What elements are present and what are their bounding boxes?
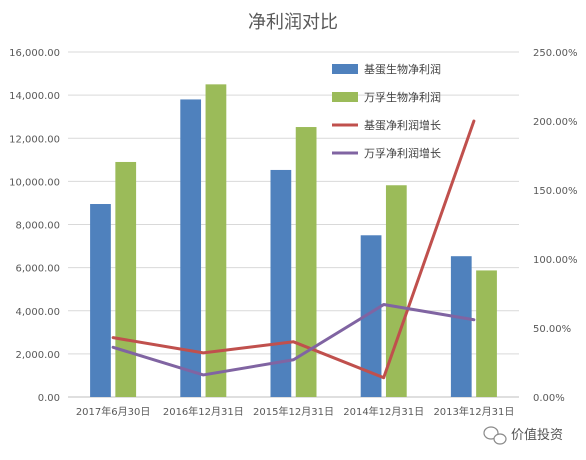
- y-tick-label: 12,000.00: [9, 134, 60, 145]
- bar: [295, 127, 317, 397]
- bar: [205, 84, 227, 397]
- bar: [450, 256, 472, 397]
- y-tick-label: 16,000.00: [9, 48, 60, 59]
- y-tick-label: 14,000.00: [9, 91, 60, 102]
- y-axis-right: 0.00% 50.00% 100.00% 150.00% 200.00% 250.00%: [533, 48, 578, 404]
- y-tick-label: 0.00: [38, 393, 60, 404]
- series-line: [111, 119, 476, 380]
- y-tick-label: 4,000.00: [15, 307, 60, 318]
- legend-label: 万孚生物净利润: [364, 90, 441, 104]
- y2-tick-label: 150.00%: [533, 186, 578, 197]
- y-tick-label: 8,000.00: [15, 221, 60, 232]
- y2-tick-label: 0.00%: [533, 393, 565, 404]
- y-tick-label: 2,000.00: [15, 350, 60, 361]
- x-tick-label: 2015年12月31日: [253, 405, 334, 418]
- y2-tick-label: 250.00%: [533, 48, 578, 59]
- y2-tick-label: 200.00%: [533, 117, 578, 128]
- bar: [90, 204, 111, 397]
- lines: [111, 119, 476, 380]
- bar: [270, 169, 292, 397]
- x-tick-label: 2013年12月31日: [433, 405, 514, 418]
- x-tick-label: 2017年6月30日: [76, 405, 151, 418]
- gridlines: [68, 51, 519, 398]
- wechat-icon: [483, 426, 507, 445]
- chart-title: 净利润对比: [248, 12, 338, 33]
- legend-label: 万孚净利润增长: [364, 146, 441, 160]
- legend-label: 基蛋生物净利润: [364, 62, 441, 76]
- bar: [385, 185, 407, 397]
- y2-tick-label: 50.00%: [533, 324, 571, 335]
- y2-tick-label: 100.00%: [533, 255, 578, 266]
- legend-swatch: [332, 92, 358, 102]
- x-tick-label: 2014年12月31日: [343, 405, 424, 418]
- y-tick-label: 6,000.00: [15, 264, 60, 275]
- x-axis: 2017年6月30日 2016年12月31日 2015年12月31日 2014年12月…: [76, 405, 515, 418]
- legend-label: 基蛋净利润增长: [364, 118, 441, 132]
- watermark: 价值投资: [483, 426, 563, 445]
- bar: [115, 161, 137, 397]
- bar: [180, 99, 202, 397]
- legend-swatch: [332, 64, 358, 74]
- series-line: [111, 303, 476, 377]
- x-tick-label: 2016年12月31日: [163, 405, 244, 418]
- bars: [90, 84, 497, 397]
- y-axis-left: 0.00 2,000.00 4,000.00 6,000.00 8,000.00 10,0…: [9, 48, 60, 404]
- bar: [360, 235, 382, 397]
- watermark-text: 价值投资: [511, 427, 563, 443]
- y-tick-label: 10,000.00: [9, 177, 60, 188]
- bar: [476, 270, 497, 397]
